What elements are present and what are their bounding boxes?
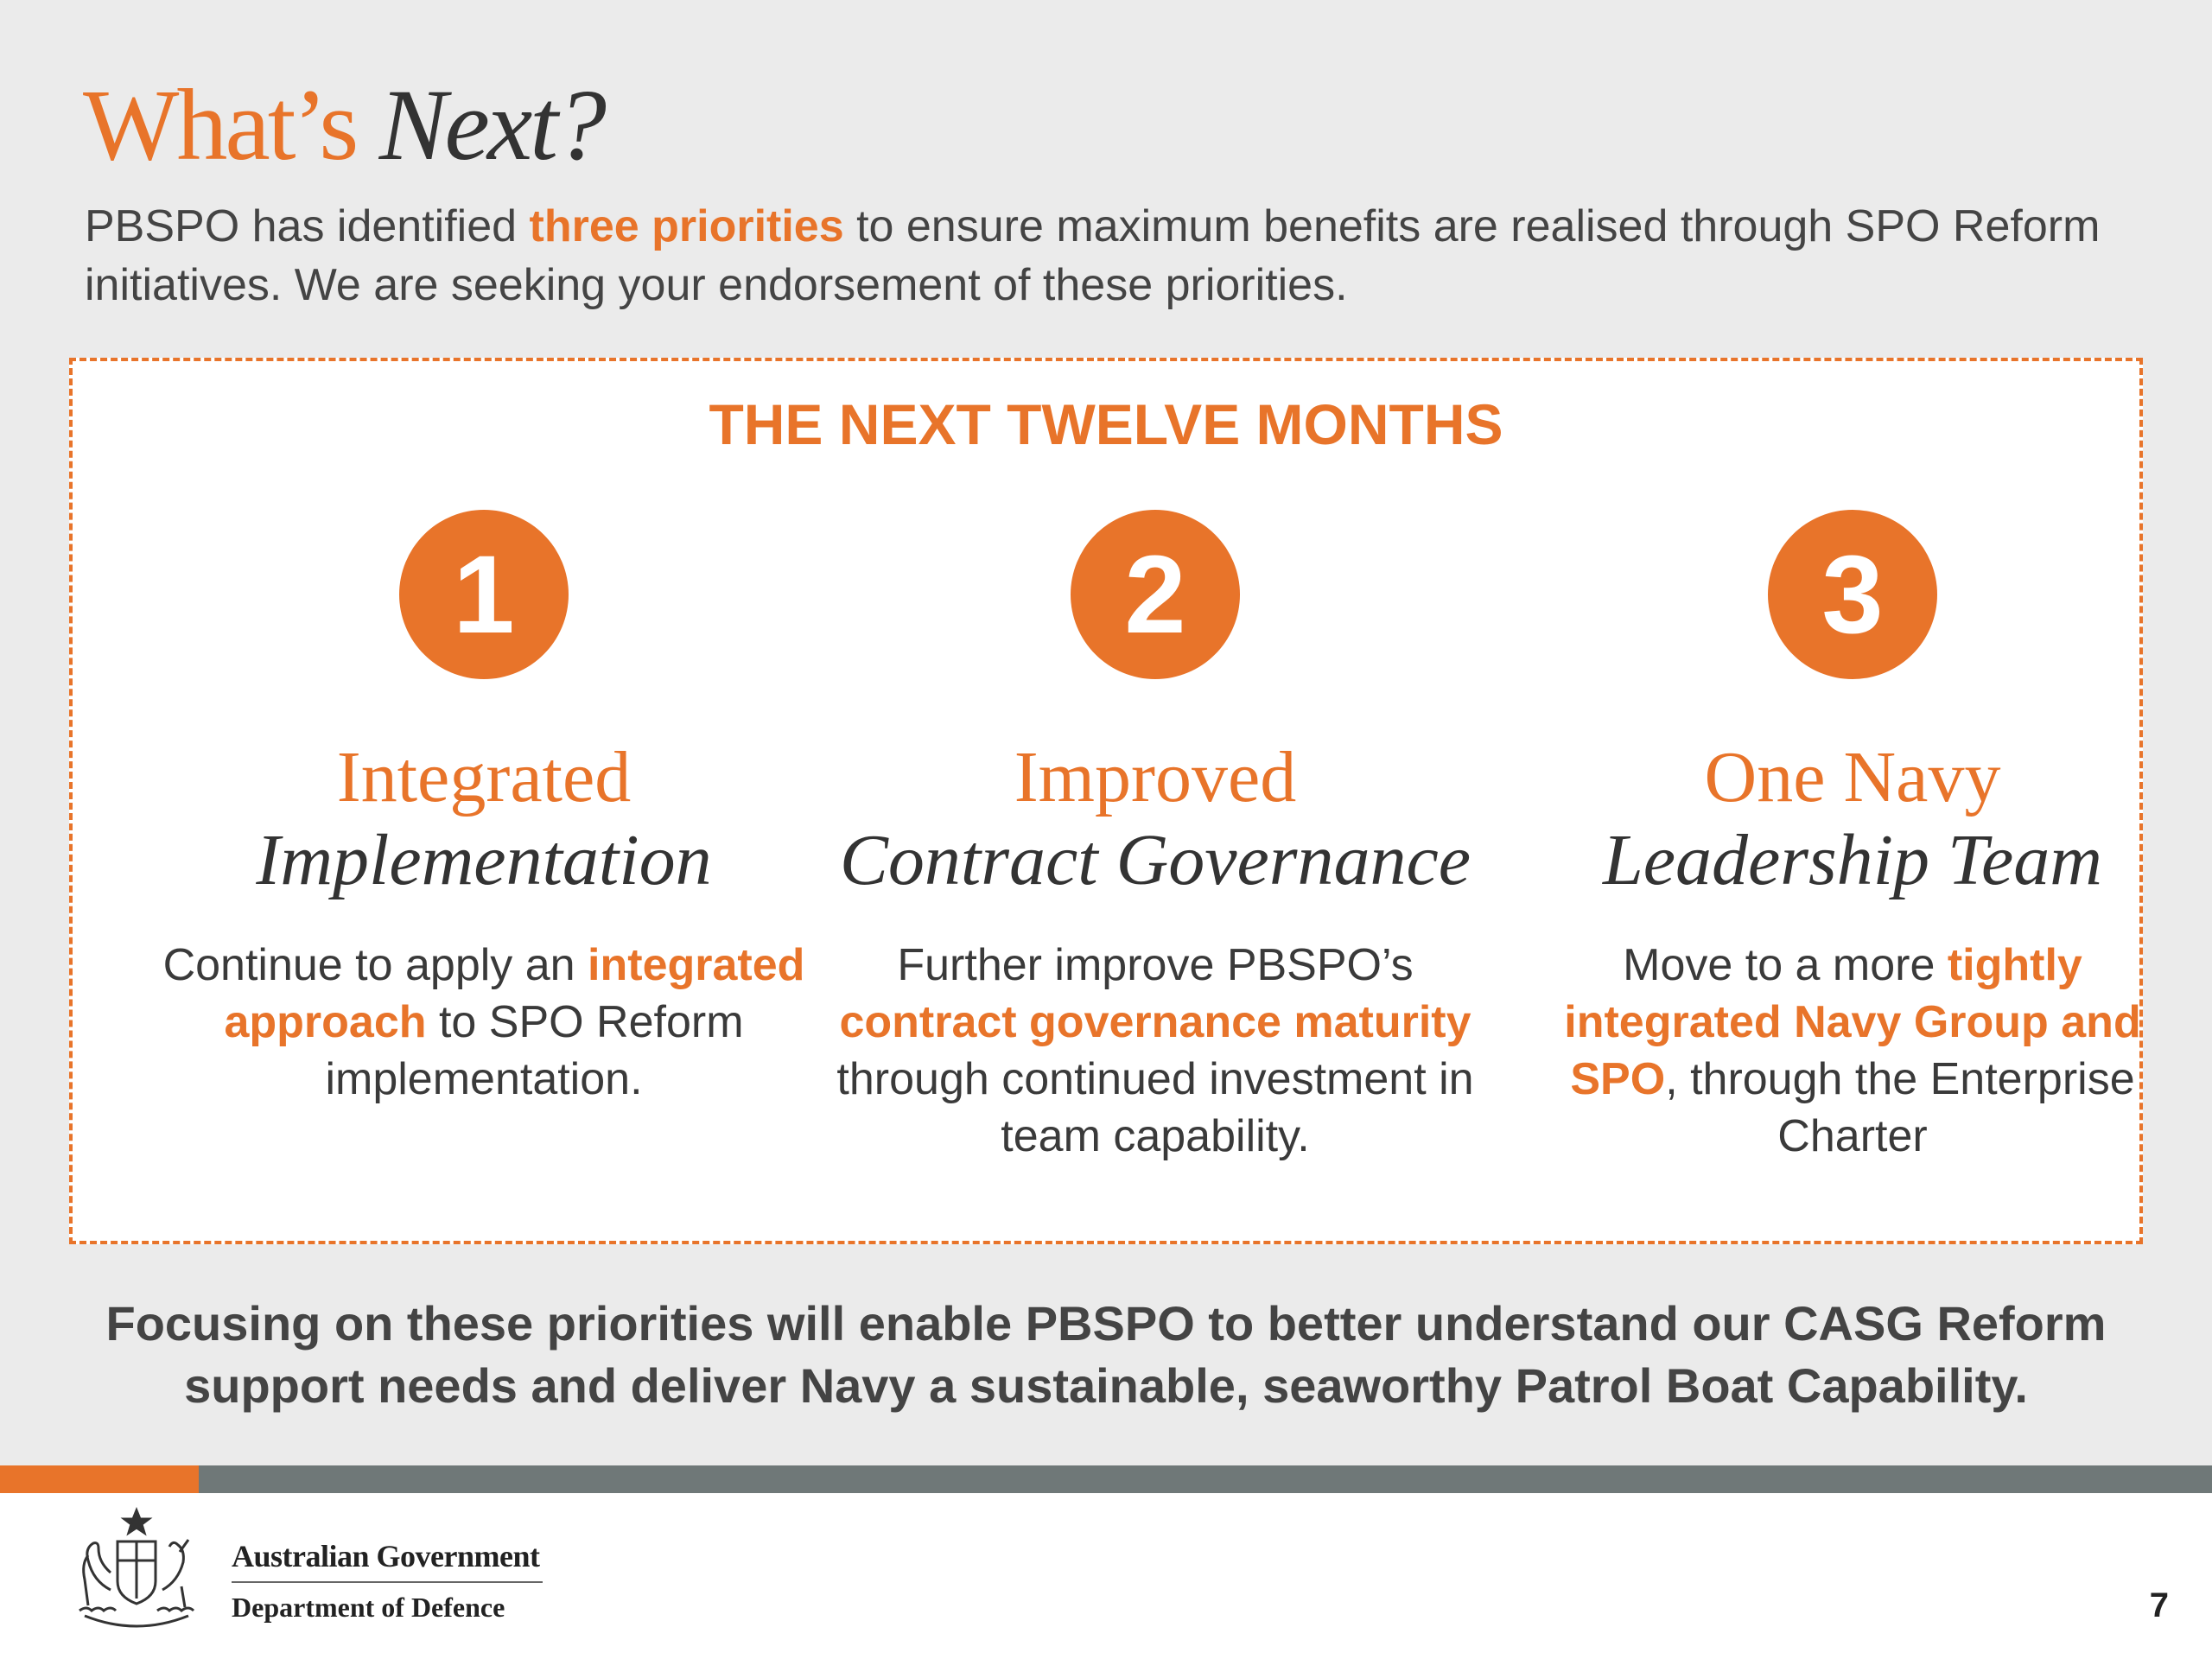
- footer-bar-accent: [0, 1465, 199, 1493]
- footer-bar-gray: [199, 1465, 2212, 1493]
- priority-heading-secondary: Leadership Team: [1603, 820, 2102, 900]
- priority-description: Continue to apply an integrated approach…: [156, 937, 812, 1108]
- panel-title: THE NEXT TWELVE MONTHS: [709, 392, 1503, 456]
- priority-text-start: Continue to apply an: [162, 940, 588, 990]
- intro-text-start: PBSPO has identified: [85, 201, 530, 251]
- priority-column-1: 1 Integrated Implementation Continue to …: [156, 510, 812, 1108]
- title-part-whats: What’s: [83, 68, 359, 181]
- intro-highlight: three priorities: [529, 201, 844, 251]
- priority-number-badge: 1: [399, 510, 569, 679]
- priority-text-end: to SPO Reform implementation.: [325, 997, 744, 1104]
- priority-text-end: through continued investment in team cap…: [836, 1054, 1474, 1161]
- priority-text-start: Move to a more: [1623, 940, 1948, 990]
- priority-highlight: integrated approach: [224, 940, 805, 1047]
- priority-heading-primary: One Navy: [1704, 737, 2001, 817]
- priority-description: Move to a more tightly integrated Navy G…: [1524, 937, 2181, 1165]
- footer: [0, 1493, 2212, 1659]
- priority-text-start: Further improve PBSPO’s: [897, 940, 1414, 990]
- priority-highlight: contract governance maturity: [839, 997, 1471, 1047]
- priority-heading-secondary: Implementation: [256, 820, 712, 900]
- priority-column-3: 3 One Navy Leadership Team Move to a mor…: [1524, 510, 2181, 1165]
- page-number: 7: [2149, 1586, 2169, 1624]
- intro-paragraph: PBSPO has identified three priorities to…: [85, 197, 2141, 315]
- intro-text-end: to ensure maximum benefits are realised …: [85, 201, 2101, 310]
- priority-heading-primary: Improved: [1014, 737, 1297, 817]
- conclusion-statement: Focusing on these priorities will enable…: [105, 1296, 2107, 1413]
- government-name: Australian Government: [232, 1539, 540, 1573]
- priority-number-badge: 2: [1071, 510, 1240, 679]
- title-part-next: Next?: [378, 68, 607, 181]
- priorities-panel: THE NEXT TWELVE MONTHS 1 Integrated Impl…: [69, 358, 2143, 1244]
- priority-highlight: tightly integrated Navy Group and SPO: [1564, 940, 2141, 1104]
- priority-heading-primary: Integrated: [336, 737, 632, 817]
- coat-of-arms-icon: [79, 1506, 195, 1628]
- government-branding: Australian Government Department of Defe…: [232, 1536, 543, 1624]
- branding-divider: [232, 1581, 543, 1583]
- priority-text-end: , through the Enterprise Charter: [1665, 1054, 2135, 1161]
- page-title: What’s Next?: [83, 74, 607, 176]
- priority-description: Further improve PBSPO’s contract governa…: [827, 937, 1484, 1165]
- priority-heading-secondary: Contract Governance: [839, 820, 1471, 900]
- priority-column-2: 2 Improved Contract Governance Further i…: [827, 510, 1484, 1165]
- priority-number-badge: 3: [1768, 510, 1937, 679]
- department-name: Department of Defence: [232, 1592, 505, 1623]
